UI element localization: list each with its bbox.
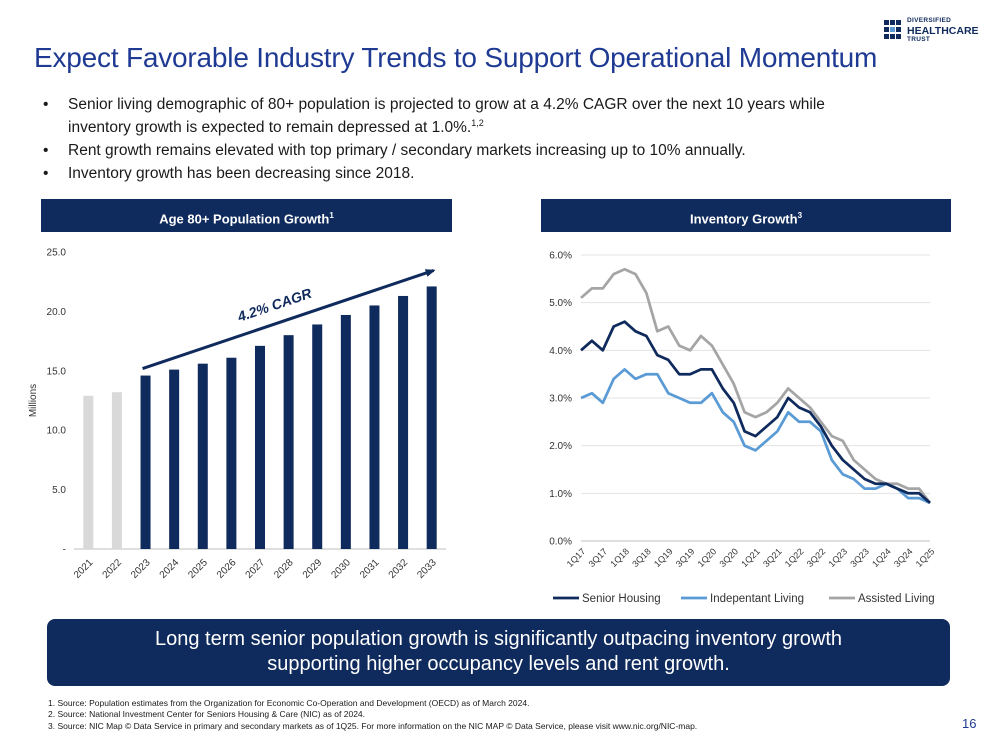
legend-label: Senior Housing (582, 593, 661, 605)
x-tick-label: 3Q18 (630, 546, 653, 569)
key-takeaway-callout: Long term senior population growth is si… (47, 619, 950, 686)
bar (169, 369, 180, 549)
cagr-arrow (142, 269, 436, 370)
bar (312, 324, 323, 549)
x-tick-label: 1Q22 (783, 546, 806, 569)
x-tick-label: 3Q19 (674, 546, 697, 569)
x-tick-label: 2031 (358, 557, 382, 581)
bar (255, 345, 265, 549)
bar (226, 357, 237, 549)
x-tick-label: 1Q18 (608, 546, 631, 569)
footnote: 1. Source: Population estimates from the… (48, 698, 530, 708)
x-tick-label: 1Q20 (696, 546, 719, 569)
x-tick-label: 2030 (329, 557, 353, 581)
inventory-line-chart: 0.0% 1.0% 2.0% 3.0% 4.0% 5.0% 6.0% 1Q17 3Q17 1Q18… (549, 251, 936, 606)
bullet-item: Senior living demographic of 80+ populat… (40, 95, 940, 137)
y-tick-label: 20.0 (47, 307, 67, 318)
inventory-panel-footnote-ref: 3 (797, 211, 803, 220)
x-tick-label: 3Q23 (848, 546, 871, 569)
x-tick-label: 3Q21 (761, 546, 784, 569)
callout-line-1: Long term senior population growth is si… (154, 628, 843, 650)
y-axis-label: Millions (28, 384, 39, 417)
bullet-item: Rent growth remains elevated with top pr… (40, 141, 940, 160)
population-panel-title: Age 80+ Population Growth (159, 211, 330, 227)
x-tick-label: 2033 (415, 557, 439, 581)
bullet-footnote-ref: 1,2 (471, 118, 484, 128)
legend-label: Assisted Living (858, 593, 935, 605)
x-tick-label: 2021 (72, 557, 96, 581)
bullet-text: Inventory growth has been decreasing sin… (68, 165, 415, 183)
bar (83, 395, 94, 549)
x-tick-label: 2029 (301, 557, 325, 581)
y-tick-label: 6.0% (549, 251, 572, 262)
x-tick-label: 2025 (186, 557, 210, 581)
y-tick-label: 3.0% (549, 394, 572, 405)
bar (111, 392, 122, 549)
x-tick-label: 2028 (272, 557, 296, 581)
bullet-list: Senior living demographic of 80+ populat… (40, 95, 940, 187)
callout-line-2: supporting higher occupancy levels and r… (267, 653, 730, 675)
x-tick-label: 2024 (158, 557, 182, 581)
x-tick-label: 3Q20 (717, 546, 740, 569)
inventory-panel-title: Inventory Growth (689, 211, 798, 227)
inventory-panel-header: Inventory Growth3 (541, 199, 951, 232)
company-logo: DIVERSIFIED HEALTHCARE TRUST (884, 17, 984, 46)
series-line (580, 368, 931, 505)
page-number: 16 (962, 716, 977, 731)
bar (197, 363, 208, 549)
series-line (580, 320, 931, 504)
logo-text: DIVERSIFIED HEALTHCARE TRUST (907, 17, 979, 44)
x-tick-label: 1Q17 (565, 546, 588, 569)
logo-grid-icon (884, 20, 902, 40)
y-tick-label: 15.0 (47, 366, 67, 377)
y-tick-label: 4.0% (549, 346, 572, 357)
bullet-text-continued: inventory growth is expected to remain d… (68, 119, 472, 137)
y-tick-label: 0.0% (549, 537, 572, 548)
y-tick-label: 10.0 (47, 426, 67, 437)
x-tick-label: 1Q23 (827, 546, 850, 569)
bar (369, 305, 380, 549)
footnote: 3. Source: NIC Map © Data Service in pri… (48, 720, 698, 731)
logo-line-2: HEALTHCARE (907, 24, 979, 37)
x-tick-label: 2022 (101, 557, 125, 581)
bar (426, 286, 437, 549)
population-bar-chart: - 5.0 10.0 15.0 20.0 25.0 Millions 2021 2022 2023… (28, 248, 446, 581)
y-tick-label: 5.0 (52, 485, 66, 496)
x-tick-label: 2032 (387, 557, 411, 581)
logo-line-3: TRUST (907, 36, 931, 43)
y-tick-label: 5.0% (549, 298, 572, 309)
x-tick-label: 3Q22 (805, 546, 828, 569)
cagr-annotation: 4.2% CAGR (235, 285, 315, 325)
population-panel-footnote-ref: 1 (329, 211, 334, 220)
legend-label: Indepentant Living (710, 593, 804, 605)
x-tick-label: 1Q21 (739, 546, 762, 569)
bullet-text: Senior living demographic of 80+ populat… (68, 96, 825, 113)
bar (340, 314, 351, 549)
x-tick-label: 3Q17 (587, 546, 610, 569)
population-panel-header: Age 80+ Population Growth1 (41, 199, 452, 232)
x-tick-label: 2027 (244, 557, 268, 581)
x-tick-label: 2026 (215, 557, 239, 581)
x-tick-label: 1Q24 (870, 546, 893, 569)
x-tick-label: 1Q19 (652, 546, 675, 569)
footnotes: 1. Source: Population estimates from the… (48, 698, 697, 732)
bullet-item: Inventory growth has been decreasing sin… (40, 164, 940, 183)
y-tick-label: - (63, 545, 66, 556)
bar (283, 335, 294, 549)
y-tick-label: 2.0% (549, 441, 572, 452)
x-tick-label: 1Q25 (914, 546, 937, 569)
slide-title: Expect Favorable Industry Trends to Supp… (34, 42, 878, 73)
y-tick-label: 25.0 (47, 248, 67, 259)
x-tick-label: 2023 (129, 557, 153, 581)
series-line (580, 267, 932, 504)
bar (140, 375, 151, 549)
y-tick-label: 1.0% (549, 489, 572, 500)
bar (398, 295, 409, 549)
logo-line-1: DIVERSIFIED (907, 17, 952, 24)
footnote: 2. Source: National Investment Center fo… (48, 709, 366, 720)
bullet-text: Rent growth remains elevated with top pr… (68, 142, 746, 160)
x-tick-label: 3Q24 (892, 546, 915, 569)
